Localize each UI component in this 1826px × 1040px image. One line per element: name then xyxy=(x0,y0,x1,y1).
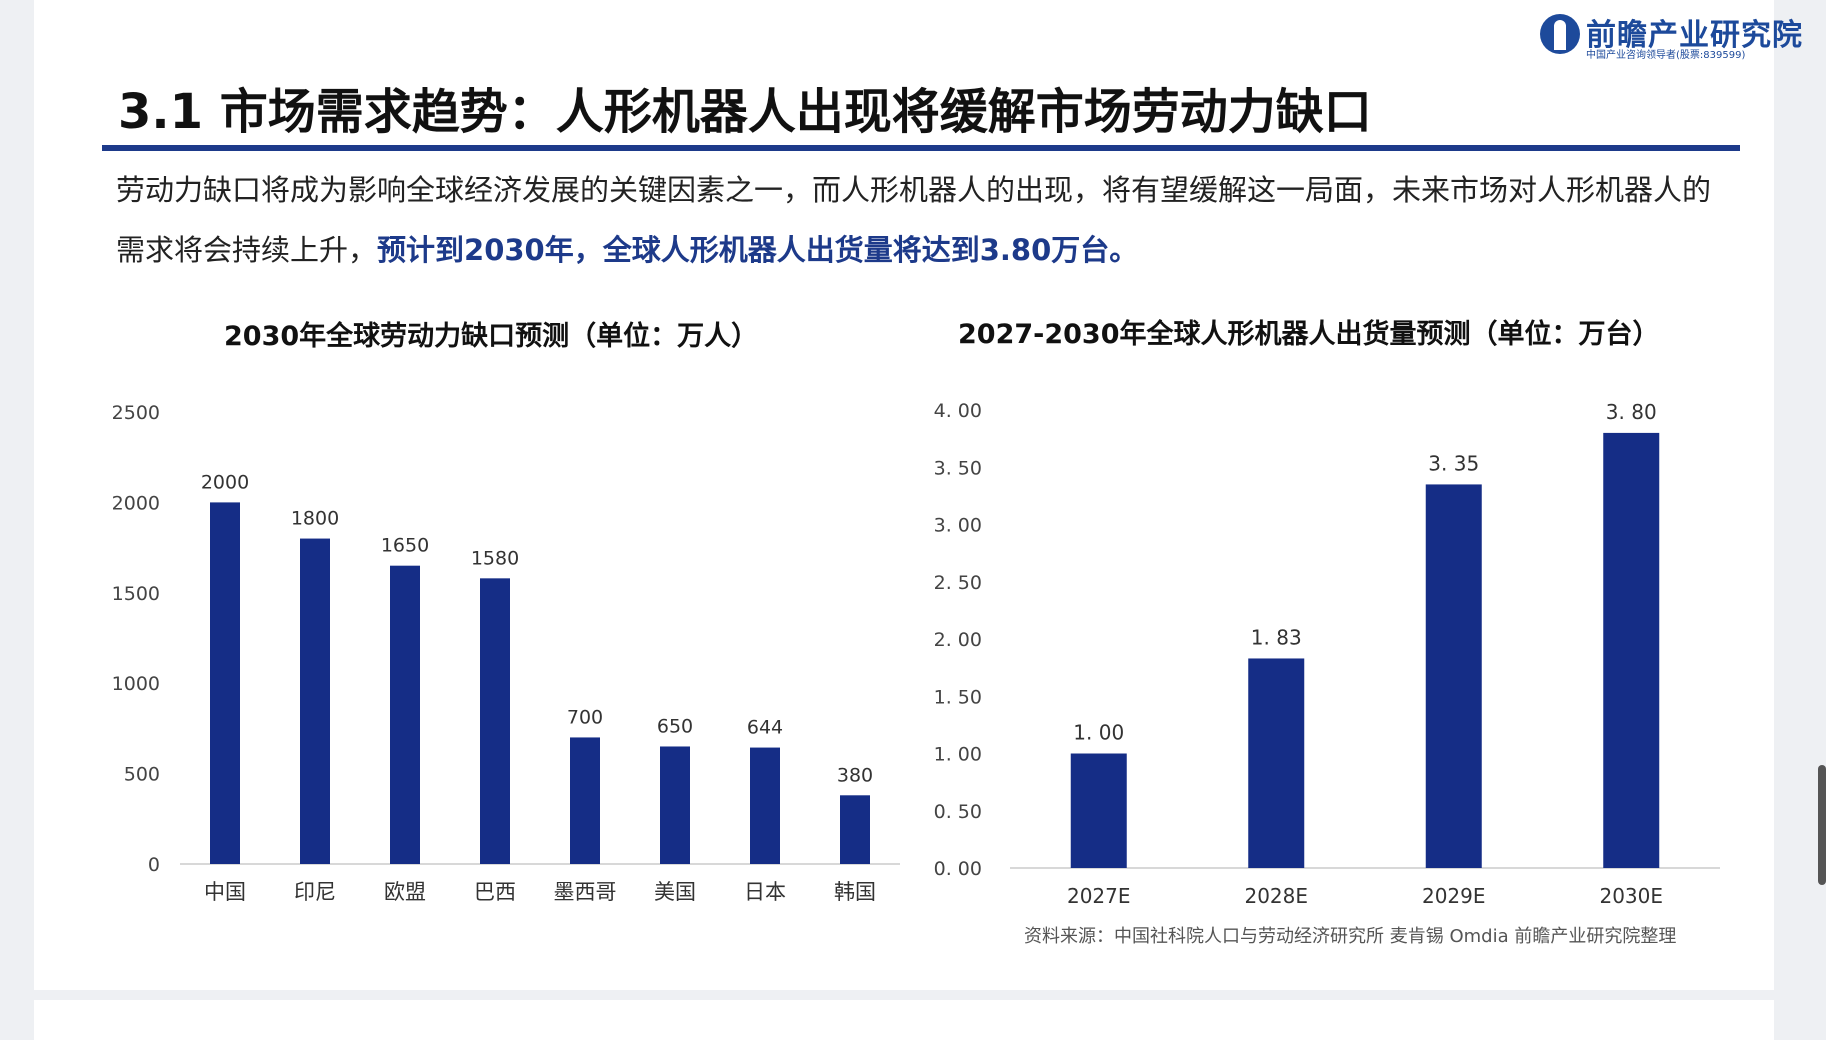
y-tick-label: 1. 50 xyxy=(934,686,982,708)
data-label: 1. 83 xyxy=(1251,625,1302,649)
y-tick-label: 3. 50 xyxy=(934,457,982,479)
bar-2-3 xyxy=(1425,484,1482,868)
page-title: 3.1 市场需求趋势：人形机器人出现将缓解市场劳动力缺口 xyxy=(118,84,1372,140)
y-tick-label: 2. 50 xyxy=(934,572,982,594)
bar-1-4 xyxy=(480,578,510,864)
x-tick-label: 2027E xyxy=(1067,884,1131,908)
robot-shipment-bar-chart: 0. 00 0. 50 1. 00 1. 50 2. 00 2. 50 3. 00 3. 50… xyxy=(934,400,1720,908)
data-label: 650 xyxy=(657,715,693,737)
bar-1-5 xyxy=(570,737,600,864)
data-label: 1. 00 xyxy=(1073,721,1124,745)
labor-gap-bar-chart: 0 500 1000 1500 2000 2500 2000 中国 1800 印尼 1650 欧盟 15… xyxy=(112,402,900,904)
bar-2-4 xyxy=(1603,432,1660,868)
x-tick-label: 巴西 xyxy=(474,880,516,904)
y-tick-label: 0. 50 xyxy=(934,801,982,823)
y-tick-label: 1500 xyxy=(112,583,160,605)
y-tick-label: 500 xyxy=(124,764,160,786)
bar-1-8 xyxy=(840,795,870,864)
x-tick-label: 2030E xyxy=(1599,884,1663,908)
bar-1-2 xyxy=(300,538,330,864)
y-tick-label: 1000 xyxy=(112,673,160,695)
intro-text: 劳动力缺口将成为影响全球经济发展的关键因素之一，而人形机器人的出现，将有望缓解这… xyxy=(116,173,1712,267)
x-tick-label: 日本 xyxy=(744,880,786,904)
bar-1-3 xyxy=(390,565,420,864)
y-tick-label: 0. 00 xyxy=(934,858,982,880)
logo-name: 前瞻产业研究院 xyxy=(1586,18,1803,53)
scrollbar-thumb[interactable] xyxy=(1818,765,1826,885)
y-tick-label: 1. 00 xyxy=(934,744,982,766)
x-tick-label: 2028E xyxy=(1244,884,1308,908)
x-tick-label: 印尼 xyxy=(294,880,336,904)
data-label: 3. 80 xyxy=(1606,400,1657,424)
y-tick-label: 2000 xyxy=(112,492,160,514)
x-tick-label: 2029E xyxy=(1422,884,1486,908)
bar-2-1 xyxy=(1070,753,1127,868)
x-tick-label: 墨西哥 xyxy=(554,880,617,904)
data-label: 700 xyxy=(567,706,603,728)
bar-1-1 xyxy=(210,502,240,864)
x-tick-label: 美国 xyxy=(654,880,696,904)
source-note: 资料来源：中国社科院人口与劳动经济研究所 麦肯锡 Omdia 前瞻产业研究院整理 xyxy=(1024,926,1677,947)
bar-1-6 xyxy=(660,746,690,864)
x-tick-label: 中国 xyxy=(204,880,246,904)
y-tick-label: 2. 00 xyxy=(934,629,982,651)
y-tick-label: 2500 xyxy=(112,402,160,424)
x-tick-label: 欧盟 xyxy=(384,880,426,904)
y-tick-label: 3. 00 xyxy=(934,515,982,537)
data-label: 1800 xyxy=(291,508,339,530)
bar-1-7 xyxy=(750,747,780,864)
data-label: 1580 xyxy=(471,547,519,569)
bar-2-2 xyxy=(1248,658,1305,868)
x-tick-label: 韩国 xyxy=(834,880,876,904)
y-tick-label: 0 xyxy=(148,854,160,876)
data-label: 380 xyxy=(837,764,873,786)
data-label: 2000 xyxy=(201,471,249,493)
logo-icon xyxy=(1540,14,1580,54)
data-label: 644 xyxy=(747,717,783,739)
chart-title-labor-gap: 2030年全球劳动力缺口预测（单位：万人） xyxy=(224,321,759,352)
data-label: 1650 xyxy=(381,535,429,557)
brand-logo: 前瞻产业研究院 中国产业咨询领导者(股票:839599) xyxy=(1540,10,1802,61)
intro-paragraph: 劳动力缺口将成为影响全球经济发展的关键因素之一，而人形机器人的出现，将有望缓解这… xyxy=(116,160,1736,280)
logo-subtitle: 中国产业咨询领导者(股票:839599) xyxy=(1586,50,1746,61)
data-label: 3. 35 xyxy=(1428,451,1479,475)
title-divider xyxy=(102,145,1740,151)
chart-title-robot-shipments: 2027-2030年全球人形机器人出货量预测（单位：万台） xyxy=(958,319,1660,350)
next-slide-preview xyxy=(34,1000,1774,1040)
intro-highlight: 预计到2030年，全球人形机器人出货量将达到3.80万台。 xyxy=(377,233,1139,267)
y-tick-label: 4. 00 xyxy=(934,400,982,422)
